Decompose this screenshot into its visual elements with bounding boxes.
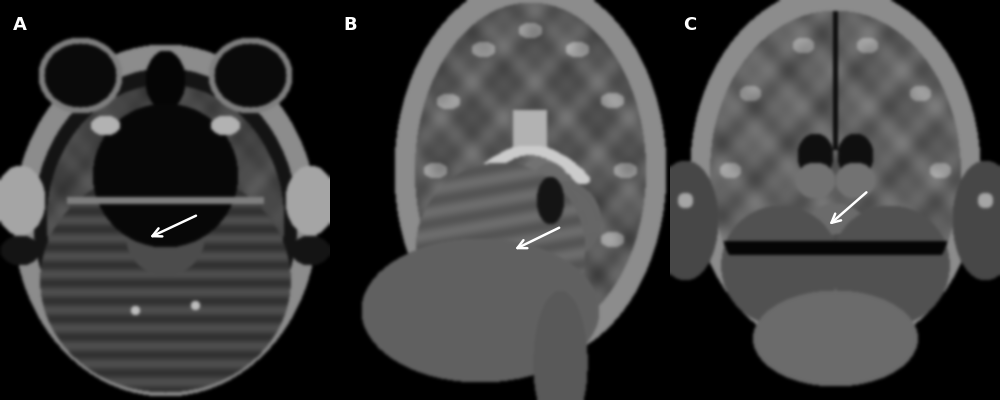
Text: B: B	[344, 16, 357, 34]
Text: A: A	[13, 16, 27, 34]
Text: C: C	[683, 16, 696, 34]
